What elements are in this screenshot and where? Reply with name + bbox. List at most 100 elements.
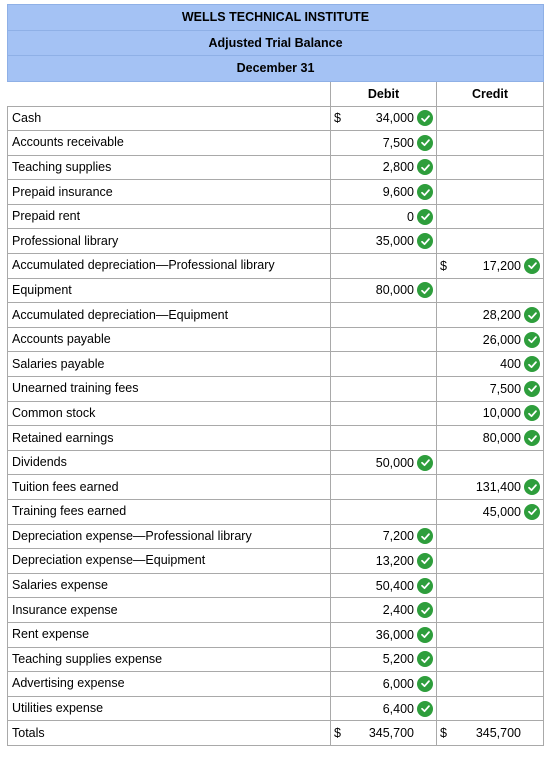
debit-amount-cell[interactable] (330, 376, 437, 402)
debit-amount-content (332, 500, 436, 523)
debit-amount-content: 7,200 (332, 525, 436, 548)
account-name: Prepaid rent (7, 203, 331, 230)
credit-amount-content (438, 279, 543, 302)
account-name: Rent expense (7, 621, 331, 648)
credit-amount-cell[interactable] (435, 105, 545, 132)
credit-amount-content (438, 205, 543, 228)
table-row: Depreciation expense—Professional librar… (7, 523, 545, 550)
debit-amount-cell[interactable]: 2,400 (330, 597, 437, 623)
check-circle-icon (417, 208, 433, 225)
debit-amount-cell[interactable] (330, 400, 437, 427)
credit-amount-cell[interactable] (435, 572, 545, 599)
credit-amount-cell[interactable] (435, 130, 545, 156)
credit-amount-cell[interactable] (435, 695, 545, 722)
credit-amount-cell[interactable] (435, 154, 545, 181)
table-row: Teaching supplies expense 5,200 (7, 646, 545, 673)
credit-amount-content (438, 648, 543, 671)
debit-amount-content: 0 (332, 205, 436, 228)
credit-amount-cell[interactable] (435, 548, 545, 574)
debit-amount: 0 (407, 209, 414, 224)
credit-amount-cell[interactable] (435, 277, 545, 304)
credit-amount-cell[interactable] (435, 203, 545, 230)
table-row: Dividends 50,000 (7, 449, 545, 476)
debit-amount-cell[interactable]: 6,400 (330, 695, 437, 722)
credit-amount-cell[interactable]: 45,000 (435, 499, 545, 525)
debit-amount-cell[interactable] (330, 253, 437, 279)
credit-amount-cell[interactable]: 26,000 (435, 326, 545, 353)
check-circle-icon (417, 577, 433, 594)
table-row: Accumulated depreciation—Equipment 28,200 (7, 302, 545, 328)
debit-amount-cell[interactable]: 13,200 (330, 548, 437, 574)
debit-amount: 36,000 (375, 627, 414, 642)
table-row: Tuition fees earned 131,400 (7, 474, 545, 500)
check-circle-icon (417, 233, 433, 250)
debit-amount: 6,400 (382, 701, 414, 716)
debit-amount: 2,800 (382, 160, 414, 175)
credit-amount-cell[interactable] (435, 671, 545, 697)
credit-amount-content (438, 156, 543, 179)
credit-amount-content (438, 550, 543, 573)
debit-amount-cell[interactable] (330, 351, 437, 378)
debit-amount-cell[interactable] (330, 326, 437, 353)
debit-amount-cell[interactable]: 9,600 (330, 179, 437, 205)
credit-amount-content: $345,700 (438, 722, 543, 745)
debit-amount-cell[interactable] (330, 425, 437, 451)
credit-amount-cell[interactable] (435, 646, 545, 673)
debit-amount-cell[interactable]: 36,000 (330, 621, 437, 648)
credit-amount-content (438, 525, 543, 548)
debit-amount-cell[interactable]: 50,400 (330, 572, 437, 599)
credit-amount: 28,200 (482, 308, 522, 323)
credit-amount-cell[interactable]: 7,500 (435, 376, 545, 402)
debit-amount-cell[interactable]: 7,500 (330, 130, 437, 156)
account-name: Salaries expense (7, 572, 331, 599)
table-row: Accounts receivable 7,500 (7, 130, 545, 156)
debit-amount: 50,000 (375, 455, 414, 470)
credit-amount-cell[interactable]: 28,200 (435, 302, 545, 328)
debit-amount-cell[interactable]: 50,000 (330, 449, 437, 476)
credit-amount-cell[interactable] (435, 621, 545, 648)
debit-amount-cell[interactable] (330, 302, 437, 328)
table-row: Accounts payable 26,000 (7, 326, 545, 353)
check-circle-icon (417, 110, 433, 127)
debit-amount-cell[interactable]: 0 (330, 203, 437, 230)
debit-amount-content: 50,400 (332, 574, 436, 597)
debit-amount-cell[interactable]: 80,000 (330, 277, 437, 304)
credit-amount-cell[interactable]: $17,200 (435, 253, 545, 279)
table-row: Training fees earned 45,000 (7, 499, 545, 525)
debit-amount-content: 5,200 (332, 648, 436, 671)
account-name: Depreciation expense—Professional librar… (7, 523, 331, 550)
debit-amount-cell[interactable]: 7,200 (330, 523, 437, 550)
debit-column-header: Debit (330, 80, 437, 107)
credit-amount-cell[interactable]: 80,000 (435, 425, 545, 451)
credit-amount-cell[interactable]: 400 (435, 351, 545, 378)
debit-total-cell[interactable]: $345,700 (330, 720, 437, 746)
debit-amount-cell[interactable] (330, 474, 437, 500)
account-name: Training fees earned (7, 499, 331, 525)
account-name: Advertising expense (7, 671, 331, 697)
credit-amount-cell[interactable] (435, 449, 545, 476)
credit-total-cell[interactable]: $345,700 (435, 720, 545, 746)
credit-amount-cell[interactable] (435, 523, 545, 550)
dollar-sign: $ (440, 258, 447, 273)
statement-title: Adjusted Trial Balance (6, 29, 545, 56)
trial-balance: WELLS TECHNICAL INSTITUTE Adjusted Trial… (6, 4, 545, 746)
debit-amount-cell[interactable]: 5,200 (330, 646, 437, 673)
debit-amount-cell[interactable]: 6,000 (330, 671, 437, 697)
credit-amount-cell[interactable]: 10,000 (435, 400, 545, 427)
credit-amount-content (438, 574, 543, 597)
credit-amount-cell[interactable] (435, 228, 545, 255)
debit-amount-cell[interactable]: $34,000 (330, 105, 437, 132)
debit-amount-cell[interactable]: 35,000 (330, 228, 437, 255)
credit-amount-content: 400 (438, 353, 543, 376)
credit-amount-cell[interactable]: 131,400 (435, 474, 545, 500)
debit-amount-content (332, 353, 436, 376)
credit-amount-cell[interactable] (435, 179, 545, 205)
table-row: Teaching supplies 2,800 (7, 154, 545, 181)
dollar-sign: $ (334, 726, 341, 741)
credit-amount-cell[interactable] (435, 597, 545, 623)
credit-amount-content: 28,200 (438, 304, 543, 327)
debit-amount-cell[interactable]: 2,800 (330, 154, 437, 181)
debit-amount-cell[interactable] (330, 499, 437, 525)
debit-amount-content (332, 402, 436, 425)
debit-amount-content: 2,800 (332, 156, 436, 179)
